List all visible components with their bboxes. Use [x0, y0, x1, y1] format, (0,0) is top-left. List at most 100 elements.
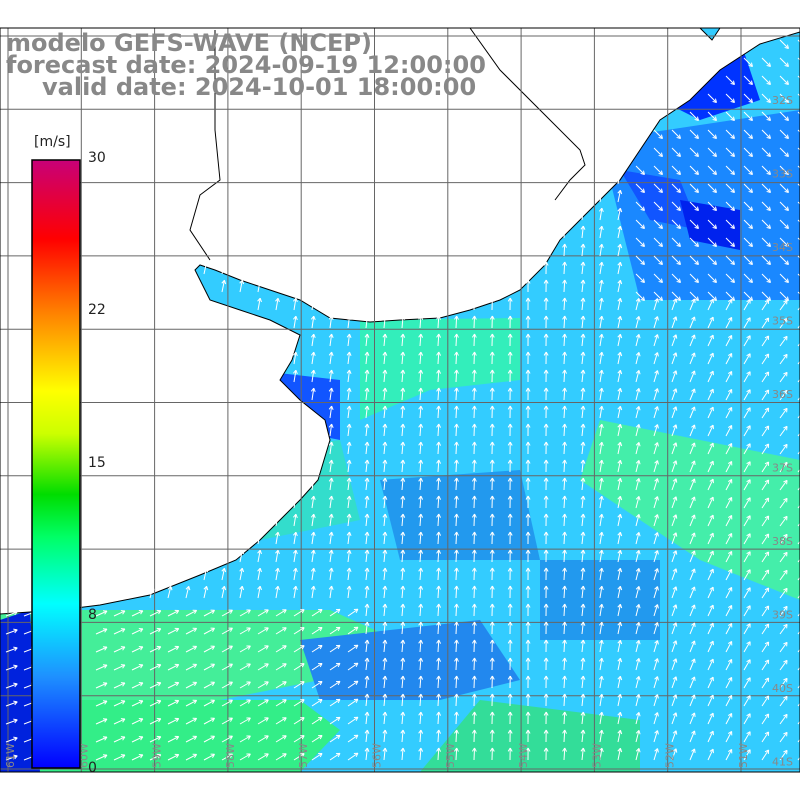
- wind-arrow: [779, 317, 788, 329]
- wind-arrow: [617, 513, 623, 527]
- wind-arrow: [257, 681, 269, 689]
- wind-arrow: [671, 183, 681, 193]
- wind-arrow: [671, 640, 678, 653]
- wind-arrow: [617, 477, 623, 491]
- wind-arrow: [167, 753, 180, 761]
- wind-arrow: [525, 477, 531, 491]
- wind-arrow: [761, 749, 770, 761]
- wind-arrow: [257, 279, 262, 293]
- wind-arrow: [580, 693, 586, 707]
- wind-arrow: [689, 622, 696, 635]
- wind-arrow: [653, 147, 663, 157]
- wind-arrow: [364, 729, 370, 743]
- wind-arrow: [185, 645, 198, 653]
- wind-arrow: [149, 753, 162, 761]
- wind-arrow: [507, 675, 513, 689]
- wind-arrow: [743, 165, 753, 175]
- wind-arrow: [580, 513, 586, 527]
- wind-arrow: [543, 279, 549, 293]
- wind-arrow: [203, 627, 215, 635]
- wind-arrow: [382, 603, 388, 617]
- wind-arrow: [347, 626, 359, 635]
- wind-arrow: [707, 352, 714, 365]
- wind-arrow: [761, 237, 771, 247]
- wind-arrow: [525, 675, 531, 689]
- wind-arrow: [436, 603, 442, 617]
- wind-arrow: [400, 513, 406, 527]
- wind-arrow: [761, 461, 770, 473]
- wind-arrow: [292, 549, 298, 563]
- wind-arrow: [454, 423, 459, 437]
- wind-arrow: [635, 694, 641, 707]
- wind-arrow: [761, 605, 770, 617]
- wind-arrow: [653, 676, 659, 689]
- wind-arrow: [95, 682, 108, 689]
- wind-arrow: [653, 201, 663, 211]
- wind-arrow: [707, 694, 714, 707]
- wind-arrow: [562, 297, 567, 311]
- wind-arrow: [725, 406, 733, 419]
- wind-arrow: [311, 752, 323, 761]
- wind-vectors: [5, 39, 800, 761]
- wind-arrow: [275, 585, 280, 599]
- wind-arrow: [275, 609, 287, 617]
- wind-arrow: [400, 621, 406, 635]
- wind-arrow: [418, 693, 424, 707]
- wind-arrow: [707, 712, 714, 725]
- wind-arrow: [797, 39, 800, 43]
- wind-arrow: [779, 551, 788, 563]
- wind-arrow: [779, 111, 789, 121]
- wind-arrow: [743, 389, 751, 401]
- wind-arrow: [617, 369, 623, 383]
- wind-arrow: [382, 675, 388, 689]
- wind-arrow: [418, 333, 424, 347]
- wind-arrow: [329, 662, 341, 671]
- wind-arrow: [543, 477, 549, 491]
- wind-arrow: [797, 165, 800, 169]
- wind-arrow: [543, 549, 549, 563]
- wind-arrow: [653, 658, 659, 671]
- wind-arrow: [707, 388, 714, 401]
- wind-arrow: [707, 406, 714, 419]
- longitude-label: 59W: [151, 743, 164, 768]
- wind-arrow: [400, 693, 406, 707]
- wind-arrow: [779, 93, 789, 103]
- land-area: [0, 28, 800, 615]
- wind-arrow: [707, 568, 714, 581]
- wind-arrow: [598, 747, 604, 761]
- wind-arrow: [598, 405, 604, 419]
- wind-arrow: [653, 334, 659, 347]
- wind-arrow: [347, 662, 359, 671]
- wind-arrow: [382, 657, 388, 671]
- wind-arrow: [689, 129, 699, 139]
- wind-arrow: [293, 627, 305, 635]
- longitude-label: 61W: [4, 743, 17, 768]
- wind-arrow: [725, 165, 735, 175]
- wind-arrow: [221, 627, 233, 635]
- wind-arrow: [364, 585, 370, 599]
- wind-arrow: [797, 666, 800, 671]
- wind-arrow: [400, 585, 406, 599]
- wind-arrow: [761, 479, 770, 491]
- wind-arrow: [382, 729, 388, 743]
- wind-arrow: [95, 628, 108, 635]
- wind-arrow: [382, 639, 388, 653]
- wind-arrow: [779, 201, 789, 211]
- wind-arrow: [689, 460, 696, 473]
- wind-arrow: [328, 441, 334, 455]
- wind-arrow: [400, 495, 406, 509]
- wind-arrow: [543, 603, 549, 617]
- longitude-label: 57W: [297, 743, 310, 768]
- wind-arrow: [328, 567, 334, 581]
- wind-arrow: [328, 585, 334, 599]
- wind-arrow: [346, 423, 352, 437]
- wind-arrow: [562, 225, 567, 239]
- wind-arrow: [239, 717, 251, 725]
- wind-arrow: [364, 441, 370, 455]
- wind-arrow: [525, 531, 531, 545]
- wind-arrow: [275, 663, 287, 671]
- wind-arrow: [525, 351, 531, 365]
- wind-arrow: [635, 255, 645, 265]
- wind-arrow: [689, 694, 696, 707]
- wind-arrow: [671, 316, 678, 329]
